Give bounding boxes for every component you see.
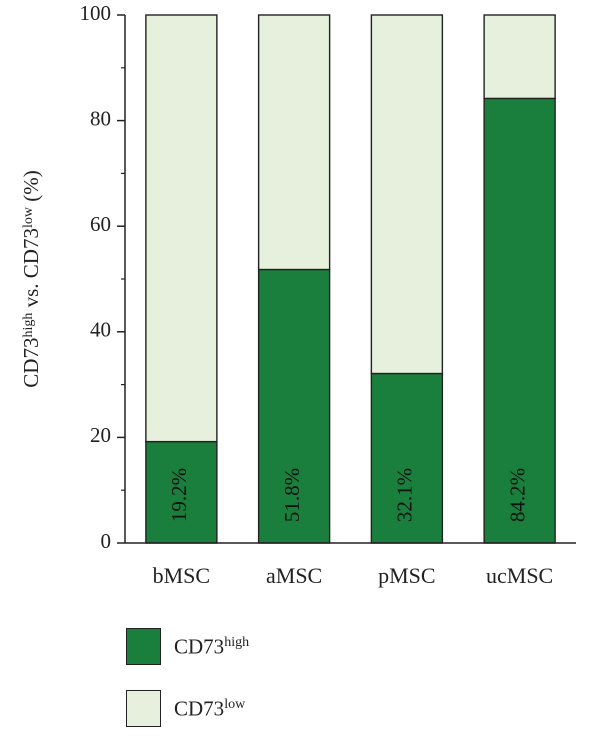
- bar-ucmsc-cd73high: [483, 97, 556, 544]
- y-axis-title-sup: low: [21, 206, 36, 228]
- x-tick-label-amsc: aMSC: [266, 563, 322, 588]
- y-axis-title-sup: high: [21, 313, 36, 338]
- axes: bMSC aMSC pMSC ucMSC 0 20 40 60 80 100: [80, 1, 576, 588]
- legend-label-base: CD73: [174, 634, 225, 659]
- bars: 19.2% 51.8% 32.1% 84.2%: [145, 14, 556, 544]
- y-tick-label-40: 40: [90, 318, 111, 342]
- x-tick-label-ucmsc: ucMSC: [486, 563, 553, 588]
- legend-label-cd73-low: CD73low: [174, 698, 245, 720]
- x-tick-label-bmsc: bMSC: [153, 563, 210, 588]
- legend-item-cd73-low: CD73low: [126, 690, 426, 730]
- bar-ucmsc-cd73low: [483, 14, 556, 100]
- y-axis-title: CD73high vs. CD73low (%): [19, 170, 43, 387]
- legend-label-base: CD73: [174, 696, 225, 721]
- y-axis-label: CD73high vs. CD73low (%): [19, 170, 43, 387]
- bar-amsc-cd73high: [257, 268, 331, 544]
- data-label-amsc: 51.8%: [280, 468, 304, 522]
- legend-label-sup: low: [224, 697, 246, 712]
- y-tick-label-0: 0: [101, 529, 112, 553]
- legend: CD73high CD73low: [126, 628, 426, 752]
- legend-label-sup: high: [224, 635, 250, 650]
- bar-amsc-cd73low: [257, 14, 331, 271]
- legend-label-cd73-high: CD73high: [174, 636, 249, 658]
- bar-bmsc-cd73low: [145, 14, 218, 443]
- y-tick-label-100: 100: [80, 1, 112, 25]
- y-tick-label-60: 60: [90, 212, 111, 236]
- stacked-bar-chart: CD73high vs. CD73low (%) 19.2% 51.8% 32.1%…: [19, 1, 576, 588]
- y-axis-title-part: (%): [19, 170, 43, 207]
- y-axis-title-part: CD73: [19, 338, 43, 388]
- y-tick-label-20: 20: [90, 423, 111, 447]
- x-tick-label-pmsc: pMSC: [378, 563, 435, 588]
- data-label-pmsc: 32.1%: [393, 468, 417, 522]
- bar-pmsc-cd73low: [370, 14, 444, 375]
- data-label-bmsc: 19.2%: [167, 468, 191, 522]
- data-label-ucmsc: 84.2%: [505, 468, 529, 522]
- legend-swatch-cd73-low: [126, 690, 161, 727]
- y-axis-title-part: vs. CD73: [19, 228, 43, 313]
- legend-swatch-cd73-high: [126, 628, 161, 665]
- bar-bmsc-cd73high: [145, 440, 218, 544]
- y-tick-label-80: 80: [90, 106, 111, 130]
- legend-item-cd73-high: CD73high: [126, 628, 426, 668]
